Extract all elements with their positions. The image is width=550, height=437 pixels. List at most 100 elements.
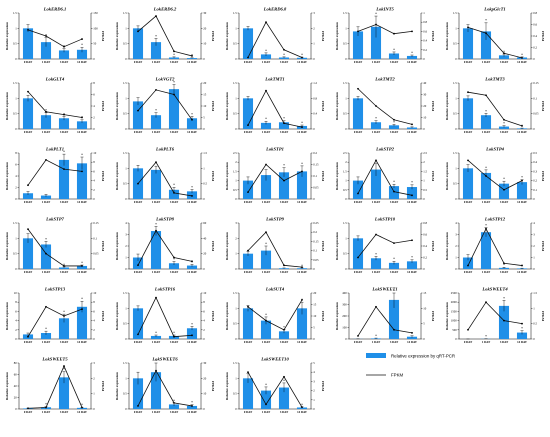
significance-mark: * xyxy=(63,368,65,372)
significance-mark: * xyxy=(411,256,413,260)
x-tick-label: 1 DAT xyxy=(262,270,270,274)
y-tick-label: 0.5 xyxy=(13,42,17,46)
y2-tick-label: 0 xyxy=(203,127,205,131)
fpkm-line xyxy=(137,369,193,407)
bar xyxy=(406,187,418,199)
bar xyxy=(22,28,34,59)
y2-axis-label: FPKM xyxy=(321,171,325,182)
chart-panel: LokSTP7 0 0.5 1 1.5 0 0.05 0.1 0.15 Relative expr… xyxy=(5,217,105,275)
fpkm-line xyxy=(137,229,193,266)
x-tick-label: 0 DAT xyxy=(244,340,252,344)
x-tick-label: 14 DAT xyxy=(187,270,197,274)
x-tick-label: 1 DAT xyxy=(262,410,270,414)
y2-tick-label: 5 xyxy=(423,322,425,326)
x-tick-label: 0 DAT xyxy=(24,60,32,64)
bar xyxy=(406,127,418,129)
significance-mark: * xyxy=(191,113,193,117)
x-tick-label: 3 DAT xyxy=(170,340,178,344)
significance-mark: * xyxy=(173,331,175,335)
y2-tick-label: 0.05 xyxy=(533,112,539,116)
bar xyxy=(150,231,162,269)
y2-axis-label: FPKM xyxy=(431,101,435,112)
fpkm-line xyxy=(357,159,413,196)
fpkm-point xyxy=(137,182,139,185)
fpkm-point xyxy=(247,305,249,308)
bar xyxy=(186,405,198,409)
chart-panel: LokTMT3 0 0.5 1 1.5 0 0.05 0.1 0.15 Relative expr… xyxy=(445,77,545,135)
y2-tick-label: 8 xyxy=(203,300,205,304)
y-tick-label: 2 xyxy=(455,244,457,248)
bar xyxy=(242,253,254,269)
x-tick-label: 14 DAT xyxy=(77,130,87,134)
y2-tick-label: 0.5 xyxy=(203,182,207,186)
fpkm-point xyxy=(173,93,175,96)
y2-tick-label: 4 xyxy=(93,104,95,108)
y2-tick-label: 0.8 xyxy=(533,11,537,15)
significance-mark: * xyxy=(155,359,157,363)
x-tick-label: 0 DAT xyxy=(244,200,252,204)
bar xyxy=(260,390,272,409)
y2-tick-label: 0 xyxy=(313,337,315,341)
y2-tick-label: 2 xyxy=(203,328,205,332)
x-tick-label: 0 DAT xyxy=(24,340,32,344)
bar xyxy=(76,265,88,269)
significance-mark: * xyxy=(265,383,267,387)
y-tick-label: 0.5 xyxy=(453,42,457,46)
fpkm-point xyxy=(191,405,193,407)
y-tick-label: 0.5 xyxy=(123,322,127,326)
bar xyxy=(388,186,400,199)
bar xyxy=(296,171,308,199)
x-tick-label: 14 DAT xyxy=(517,340,527,344)
significance-mark: * xyxy=(45,238,47,242)
panel-title: LokERD6.2 xyxy=(153,7,177,12)
y-tick-label: 4 xyxy=(455,221,457,225)
y-tick-label: 300 xyxy=(342,303,347,307)
y2-tick-label: 40 xyxy=(203,236,207,240)
y2-tick-label: 0.2 xyxy=(533,46,537,50)
y-tick-label: 0 xyxy=(235,197,237,201)
y-tick-label: 0 xyxy=(235,267,237,271)
y2-tick-label: 0 xyxy=(203,197,205,201)
significance-mark: * xyxy=(63,311,65,315)
y-tick-label: 0.5 xyxy=(233,392,237,396)
bar xyxy=(498,55,510,59)
y2-tick-label: 10 xyxy=(93,151,97,155)
y2-tick-label: 0.05 xyxy=(313,258,319,262)
y2-axis-label: FPKM xyxy=(541,101,545,112)
panel-title: LokSTP12 xyxy=(484,217,506,222)
bar xyxy=(242,98,254,129)
x-tick-label: 3 DAT xyxy=(60,410,68,414)
y2-tick-label: 1.5 xyxy=(203,151,207,155)
y2-tick-label: 2 xyxy=(93,188,95,192)
y-tick-label: 0 xyxy=(125,407,127,411)
fpkm-point xyxy=(27,228,29,231)
panel-title: LokGLT4 xyxy=(45,77,65,82)
bar xyxy=(132,101,144,129)
bar xyxy=(388,299,400,339)
bar xyxy=(296,268,308,269)
y2-tick-label: 0.6 xyxy=(533,23,537,27)
y2-tick-label: 10 xyxy=(203,42,207,46)
fpkm-point xyxy=(81,38,83,40)
y2-axis-label: FPKM xyxy=(101,171,105,182)
fpkm-point xyxy=(27,28,29,31)
y-tick-label: 200 xyxy=(342,314,347,318)
panel-title: LokSTP13 xyxy=(44,287,66,292)
y2-tick-label: 1 xyxy=(533,256,535,260)
bar xyxy=(150,115,162,129)
y-axis-label: Relative expression xyxy=(5,162,9,190)
significance-mark: * xyxy=(191,323,193,327)
fpkm-line xyxy=(27,91,83,118)
y-tick-label: 0 xyxy=(235,337,237,341)
fpkm-point xyxy=(503,262,505,265)
y-axis-label: Relative expression xyxy=(5,92,9,120)
y2-axis-label: FPKM xyxy=(211,241,215,252)
y-tick-label: 0 xyxy=(235,57,237,61)
x-tick-label: 3 DAT xyxy=(170,270,178,274)
fpkm-line xyxy=(137,296,193,338)
x-tick-label: 0 DAT xyxy=(134,200,142,204)
fpkm-line xyxy=(27,29,83,48)
bar xyxy=(260,175,272,199)
panel-title: LokVGT2 xyxy=(155,77,176,82)
significance-mark: * xyxy=(155,109,157,113)
